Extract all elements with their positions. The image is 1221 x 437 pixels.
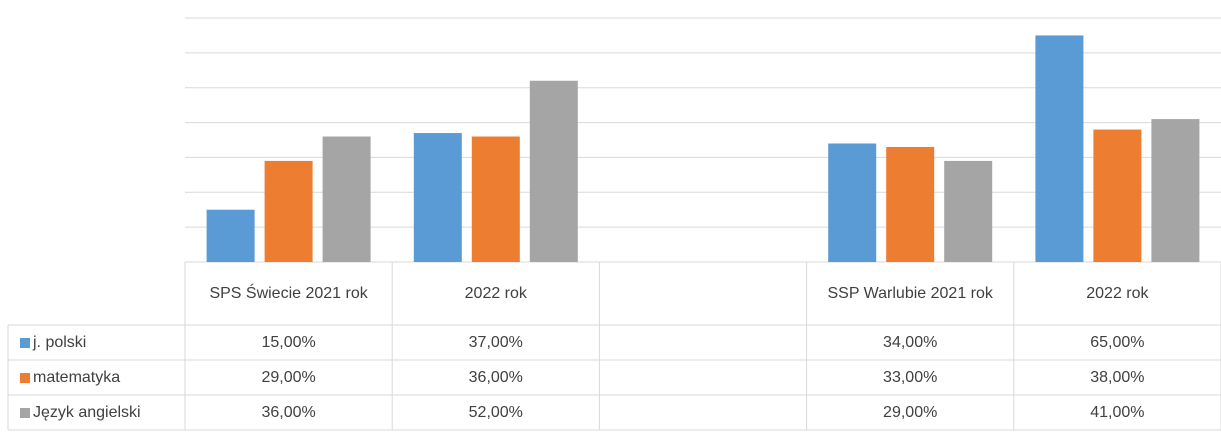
cell-text: 34,00%: [883, 333, 938, 351]
cell-text: 65,00%: [1090, 333, 1145, 351]
category-header: 2022 rok: [392, 262, 599, 325]
bar: [828, 143, 877, 262]
bar: [886, 146, 935, 262]
value-cell: 36,00%: [185, 395, 392, 430]
bar: [1035, 35, 1084, 262]
legend-entry: j. polski: [8, 325, 185, 360]
value-cell: 38,00%: [1014, 360, 1221, 395]
category-header: SSP Warlubie 2021 rok: [807, 262, 1014, 325]
cell-text: 2022 rok: [464, 284, 527, 302]
value-cell: 52,00%: [392, 395, 599, 430]
legend-entry: Język angielski: [8, 395, 185, 430]
value-cell: [599, 325, 806, 360]
value-cell: 41,00%: [1014, 395, 1221, 430]
legend-swatch: [20, 337, 30, 348]
cell-text: 2022 rok: [1086, 284, 1149, 302]
cell-text: 36,00%: [261, 403, 316, 421]
value-cell: 33,00%: [807, 360, 1014, 395]
bar: [264, 160, 313, 262]
bar: [206, 209, 255, 262]
value-cell: 36,00%: [392, 360, 599, 395]
value-cell: [599, 395, 806, 430]
legend-swatch: [20, 407, 30, 418]
bar: [944, 160, 993, 262]
cell-text: 29,00%: [883, 403, 938, 421]
category-header: [599, 262, 806, 325]
cell-text: 37,00%: [468, 333, 523, 351]
cell-text: 36,00%: [468, 368, 523, 386]
cell-text: SPS Świecie 2021 rok: [209, 284, 368, 302]
cell-text: 29,00%: [261, 368, 316, 386]
category-header: 2022 rok: [1014, 262, 1221, 325]
bar: [322, 136, 371, 262]
legend-entry: matematyka: [8, 360, 185, 395]
legend-swatch: [20, 372, 30, 383]
bar: [1151, 119, 1200, 262]
bar: [529, 80, 578, 262]
cell-text: SSP Warlubie 2021 rok: [827, 284, 993, 302]
cell-text: 52,00%: [468, 403, 523, 421]
bar: [1093, 129, 1142, 262]
bar: [471, 136, 520, 262]
cell-text: 15,00%: [261, 333, 316, 351]
value-cell: [599, 360, 806, 395]
value-cell: 34,00%: [807, 325, 1014, 360]
value-cell: 29,00%: [185, 360, 392, 395]
value-cell: 65,00%: [1014, 325, 1221, 360]
value-cell: 29,00%: [807, 395, 1014, 430]
cell-text: 38,00%: [1090, 368, 1145, 386]
cell-text: 41,00%: [1090, 403, 1145, 421]
cell-text: 33,00%: [883, 368, 938, 386]
value-cell: 15,00%: [185, 325, 392, 360]
bar: [413, 133, 462, 262]
legend-text: Język angielski: [33, 403, 141, 421]
legend-text: j. polski: [33, 333, 87, 351]
legend-text: matematyka: [33, 368, 121, 386]
category-header: SPS Świecie 2021 rok: [185, 262, 392, 325]
value-cell: 37,00%: [392, 325, 599, 360]
